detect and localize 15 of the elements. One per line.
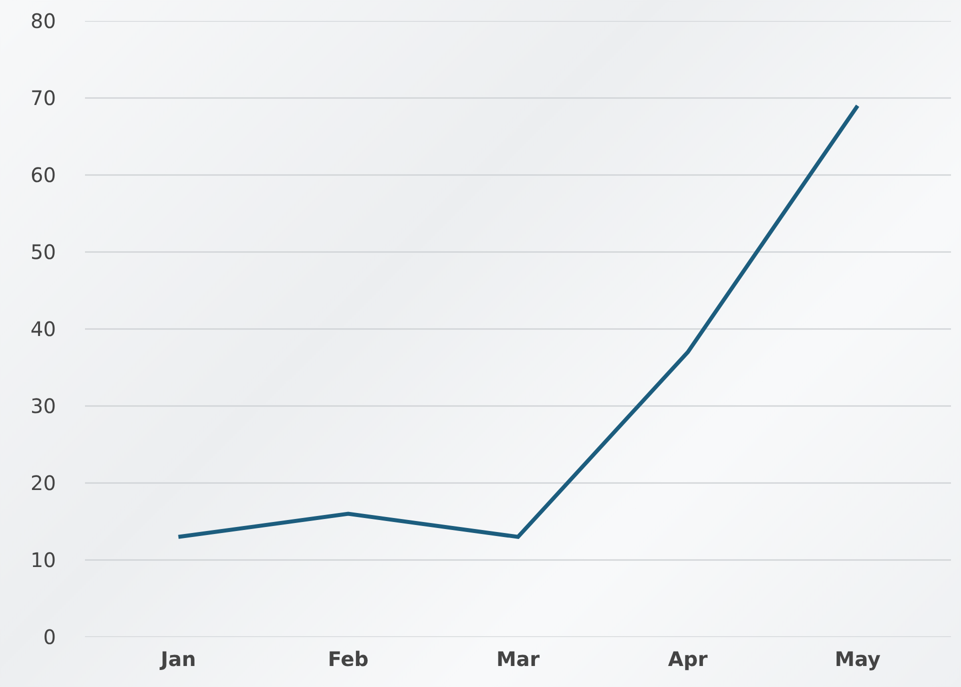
line-series [176, 104, 860, 539]
y-tick-label: 0 [43, 625, 56, 649]
y-tick-label: 40 [30, 317, 56, 341]
y-tick-label: 80 [30, 9, 56, 33]
y-tick-label: 30 [30, 394, 56, 418]
y-tick-label: 20 [30, 471, 56, 495]
x-tick-label: Jan [158, 647, 196, 671]
y-tick-label: 50 [30, 240, 56, 264]
x-tick-label: Mar [496, 647, 540, 671]
x-tick-label: Apr [668, 647, 708, 671]
y-tick-label: 70 [30, 86, 56, 110]
y-tick-label: 10 [30, 548, 56, 572]
x-tick-label: May [834, 647, 881, 671]
x-tick-label: Feb [328, 647, 369, 671]
y-tick-label: 60 [30, 163, 56, 187]
